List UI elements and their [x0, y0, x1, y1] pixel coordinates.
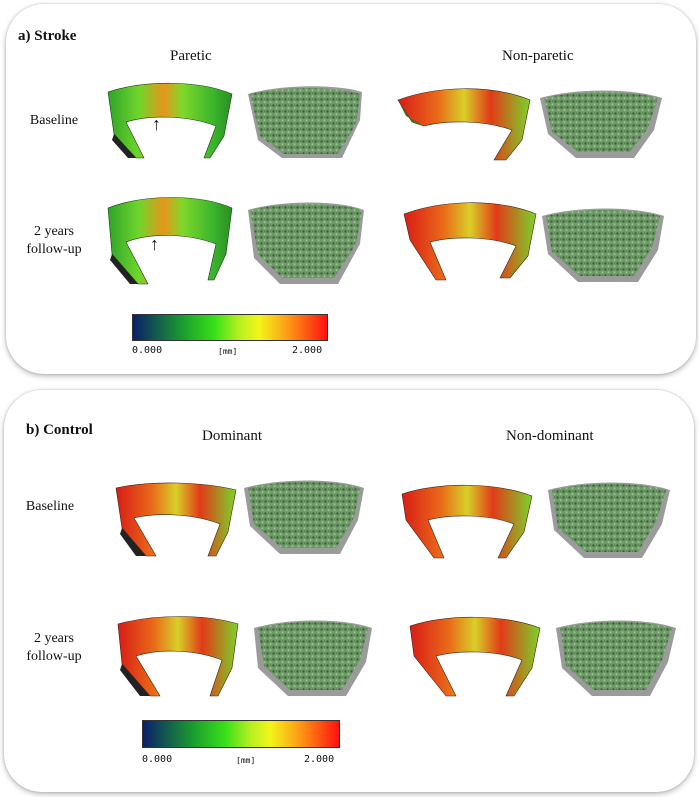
cortical-thickness-ring [117, 616, 239, 697]
trabecular-bone-model [254, 620, 372, 696]
column-header-dominant: Dominant [202, 428, 262, 444]
cortical-thickness-ring [107, 82, 233, 159]
trabecular-bone-model [556, 620, 676, 696]
panel-title: a) Stroke [18, 28, 77, 44]
colorbar [132, 314, 328, 341]
cortical-thickness-ring [401, 484, 533, 559]
row-label-baseline: Baseline [29, 113, 79, 128]
colorbar-min-label: 0.000 [142, 754, 173, 765]
colorbar-unit-label: [mm] [218, 347, 238, 356]
row-label-follow-up: 2 years follow-up [26, 224, 82, 257]
cortical-thickness-ring [397, 88, 531, 161]
colorbar-min-label: 0.000 [132, 345, 163, 356]
trabecular-bone-model [248, 202, 364, 284]
row-label-baseline: Baseline [25, 499, 75, 514]
colorbar-max-label: 2.000 [292, 345, 323, 356]
trabecular-bone-model [244, 480, 364, 554]
control-panel: b) Control Dominant Non-dominant Baselin… [4, 390, 694, 792]
arrow-marker: ↑ [150, 234, 159, 254]
stroke-panel: a) Stroke Paretic Non-paretic Baseline 2… [6, 4, 696, 374]
cortical-thickness-ring [409, 616, 541, 697]
trabecular-bone-model [248, 86, 362, 158]
cortical-thickness-ring [403, 202, 537, 281]
panel-title: b) Control [26, 422, 93, 438]
trabecular-bone-model [542, 208, 664, 282]
column-header-non-paretic: Non-paretic [502, 48, 574, 64]
colorbar-unit-label: [mm] [236, 756, 256, 765]
arrow-marker: ↑ [152, 114, 161, 134]
trabecular-bone-model [548, 482, 670, 558]
colorbar [142, 720, 340, 748]
cortical-thickness-ring [115, 482, 237, 557]
colorbar-max-label: 2.000 [304, 754, 335, 765]
column-header-paretic: Paretic [170, 48, 212, 64]
row-label-follow-up: 2 years follow-up [26, 631, 82, 664]
cortical-thickness-ring [107, 197, 233, 285]
trabecular-bone-model [540, 90, 662, 158]
column-header-non-dominant: Non-dominant [506, 428, 594, 444]
